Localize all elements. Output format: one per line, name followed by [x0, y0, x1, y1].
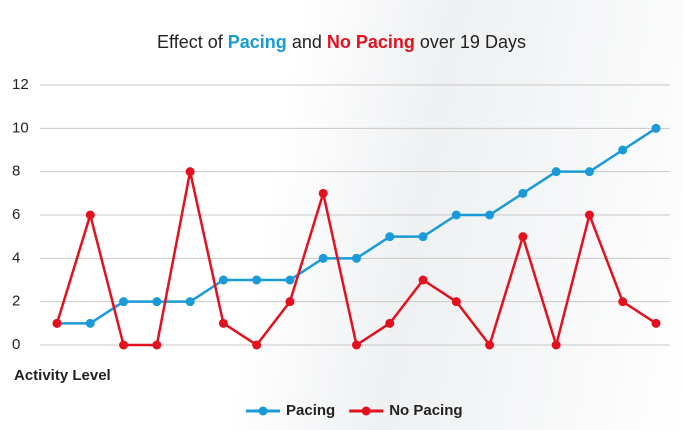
point — [652, 124, 661, 133]
point — [485, 341, 494, 350]
point — [585, 167, 594, 176]
point — [319, 189, 328, 198]
y-axis-label: Activity Level — [14, 367, 111, 384]
point — [352, 341, 361, 350]
point — [319, 254, 328, 263]
point — [252, 276, 261, 285]
plot: Activity Level 0 2 4 6 8 10 12 Pacing No Pacing — [0, 0, 683, 430]
point — [385, 319, 394, 328]
point — [419, 232, 428, 241]
point — [285, 276, 294, 285]
point — [618, 297, 627, 306]
point — [518, 232, 527, 241]
point — [186, 167, 195, 176]
point — [518, 189, 527, 198]
point — [485, 211, 494, 220]
y-tick-label: 2 — [12, 293, 20, 310]
point — [618, 146, 627, 155]
point — [219, 276, 228, 285]
point — [552, 341, 561, 350]
legend-marker — [362, 407, 371, 416]
point — [252, 341, 261, 350]
point — [585, 211, 594, 220]
series-line — [57, 128, 656, 323]
point — [452, 297, 461, 306]
legend-label: No Pacing — [389, 402, 462, 419]
point — [219, 319, 228, 328]
point — [652, 319, 661, 328]
point — [186, 297, 195, 306]
point — [152, 341, 161, 350]
y-tick-label: 10 — [12, 119, 29, 136]
y-tick-label: 6 — [12, 206, 20, 223]
point — [285, 297, 294, 306]
legend-label: Pacing — [286, 402, 335, 419]
point — [53, 319, 62, 328]
y-tick-label: 8 — [12, 163, 20, 180]
point — [419, 276, 428, 285]
point — [552, 167, 561, 176]
y-tick-label: 12 — [12, 76, 29, 93]
point — [86, 211, 95, 220]
y-tick-label: 0 — [12, 336, 20, 353]
point — [119, 297, 128, 306]
point — [385, 232, 394, 241]
point — [86, 319, 95, 328]
legend-marker — [259, 407, 268, 416]
point — [119, 341, 128, 350]
point — [152, 297, 161, 306]
point — [452, 211, 461, 220]
y-tick-label: 4 — [12, 249, 20, 266]
chart: Effect of Pacing and No Pacing over 19 D… — [0, 0, 683, 430]
point — [352, 254, 361, 263]
